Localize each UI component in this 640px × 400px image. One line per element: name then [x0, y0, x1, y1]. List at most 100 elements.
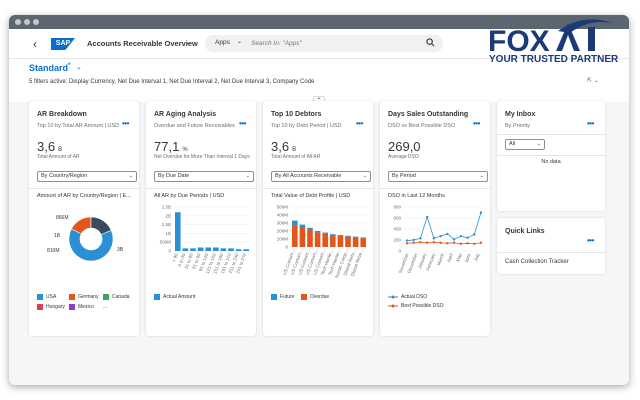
dso-card[interactable]: Days Sales Outstanding DSO vs Best Possi…: [380, 101, 490, 336]
variant-selector[interactable]: Standard*: [29, 63, 71, 73]
sap-logo: SAP: [51, 38, 75, 50]
bar-overdue: [337, 235, 344, 247]
quick-links-card[interactable]: Quick Links ••• Cash Collection Tracker: [497, 218, 605, 274]
data-point: [479, 241, 483, 244]
legend-swatch: [103, 294, 109, 300]
share-icon[interactable]: ⇱ ⌄: [587, 78, 599, 84]
x-tick-label: July: [473, 252, 481, 262]
view-select[interactable]: By All Accounts Receivable ⌄: [271, 171, 371, 182]
chevron-down-icon[interactable]: ⌄: [76, 64, 82, 71]
shell-bar: ‹ SAP Accounts Receivable Overview ⌄ App…: [9, 29, 629, 59]
data-point: [432, 237, 436, 240]
data-label: 3B: [117, 247, 124, 253]
bar-future: [307, 227, 313, 230]
view-select[interactable]: By Country/Region ⌄: [37, 171, 137, 182]
legend-item: Hungary: [37, 304, 65, 310]
y-tick-label: 200: [393, 238, 401, 243]
ar-breakdown-card[interactable]: AR Breakdown Top 10 by Total AR Amount |…: [29, 101, 139, 336]
bar: [243, 249, 249, 251]
data-label: 866M: [56, 215, 69, 221]
dso-line-chart: 800 600 400 200 0NovemberDecemberJanuaryFebr…: [393, 205, 484, 274]
back-icon[interactable]: ‹: [33, 37, 37, 51]
card-title: Quick Links: [505, 228, 545, 235]
more-icon[interactable]: •••: [356, 119, 363, 128]
legend-line-icon: [388, 304, 398, 308]
inbox-card[interactable]: My Inbox By Priority ••• All ⌄ No data: [497, 101, 605, 211]
bar-overdue: [360, 238, 366, 247]
x-tick-label: November: [398, 252, 410, 274]
search-input[interactable]: [251, 37, 401, 50]
x-tick-label: December: [406, 252, 418, 274]
y-tick-label: 0: [398, 249, 401, 254]
more-icon[interactable]: •••: [473, 119, 480, 128]
kpi-value: 3,6 B: [37, 139, 63, 154]
y-tick-label: 800: [393, 205, 401, 210]
x-tick-label: < 90: [171, 252, 179, 263]
more-icon[interactable]: •••: [587, 119, 594, 128]
more-icon[interactable]: •••: [122, 119, 129, 128]
x-tick-label: 91 to 120: [198, 252, 209, 272]
window-dot: [15, 19, 21, 25]
y-tick-label: 300M: [277, 221, 289, 226]
divider: [497, 155, 605, 156]
bar-future: [330, 234, 336, 235]
card-subtitle: By Priority: [505, 123, 531, 129]
chart-title: DSO in Last 12 Months: [388, 193, 445, 199]
y-tick-label: 0: [168, 249, 171, 254]
svg-text:FOX: FOX: [488, 25, 550, 58]
y-tick-label: 400: [393, 227, 401, 232]
x-tick-label: April: [446, 253, 454, 263]
legend-swatch: [37, 304, 43, 310]
legend-swatch: [154, 294, 160, 300]
more-icon[interactable]: •••: [587, 236, 594, 245]
bar: [190, 248, 196, 251]
priority-select[interactable]: All ⌄: [505, 139, 545, 150]
kpi-value: 77,1%: [154, 139, 188, 154]
y-tick-label: 200M: [277, 229, 289, 234]
bar-overdue: [299, 227, 306, 247]
y-tick-label: 100M: [277, 237, 289, 242]
card-title: My Inbox: [505, 111, 536, 118]
more-icon[interactable]: •••: [239, 119, 246, 128]
x-tick-label: 61 to 90: [191, 252, 201, 269]
search-scope[interactable]: Apps: [215, 39, 230, 46]
x-tick-label: 0 to 30: [177, 252, 187, 267]
chevron-down-icon[interactable]: ⌄: [185, 39, 191, 46]
legend-swatch: [69, 304, 75, 310]
y-tick-label: 2B: [165, 213, 171, 218]
data-point: [466, 242, 469, 245]
data-point: [419, 241, 422, 244]
view-select[interactable]: By Period ⌄: [388, 171, 488, 182]
y-tick-label: 1B: [165, 231, 171, 236]
x-tick-label: May: [455, 252, 463, 262]
search-icon[interactable]: [426, 38, 435, 47]
x-tick-label: February: [425, 252, 436, 271]
bar-future: [337, 235, 344, 236]
card-subtitle: Top 10 by Debt Period | USD: [271, 123, 342, 129]
bar: [220, 248, 227, 251]
divider: [497, 252, 605, 253]
app-title[interactable]: Accounts Receivable Overview: [87, 39, 198, 48]
ar-aging-card[interactable]: AR Aging Analysis Overdue and Future Rec…: [146, 101, 256, 336]
bar-overdue: [345, 236, 351, 247]
divider: [263, 188, 373, 189]
legend-item: Actual Amount: [154, 294, 195, 300]
view-select[interactable]: By Due Date ⌄: [154, 171, 254, 182]
legend-item: Overdue: [301, 294, 329, 300]
top-debtors-card[interactable]: Top 10 Debtors Top 10 by Debt Period | U…: [263, 101, 373, 336]
bar-overdue: [314, 232, 321, 247]
filter-summary: 5 filters active: Display Currency, Net …: [29, 79, 315, 85]
window-dot: [33, 19, 39, 25]
chevron-down-icon[interactable]: ⌄: [237, 39, 243, 45]
browser-window: ‹ SAP Accounts Receivable Overview ⌄ App…: [9, 15, 629, 385]
bar: [197, 247, 204, 251]
empty-state: No data: [541, 159, 561, 165]
quick-link[interactable]: Cash Collection Tracker: [505, 259, 569, 265]
y-tick-label: 400M: [277, 213, 289, 218]
kpi-label: Average DSO: [388, 154, 419, 160]
window-dot: [24, 19, 30, 25]
bar-overdue: [330, 235, 336, 247]
donut-chart: 866M 1B 810M 3B: [47, 215, 124, 262]
chart-title: Amount of AR by Country/Region | E...: [37, 193, 131, 199]
data-point: [473, 242, 476, 246]
